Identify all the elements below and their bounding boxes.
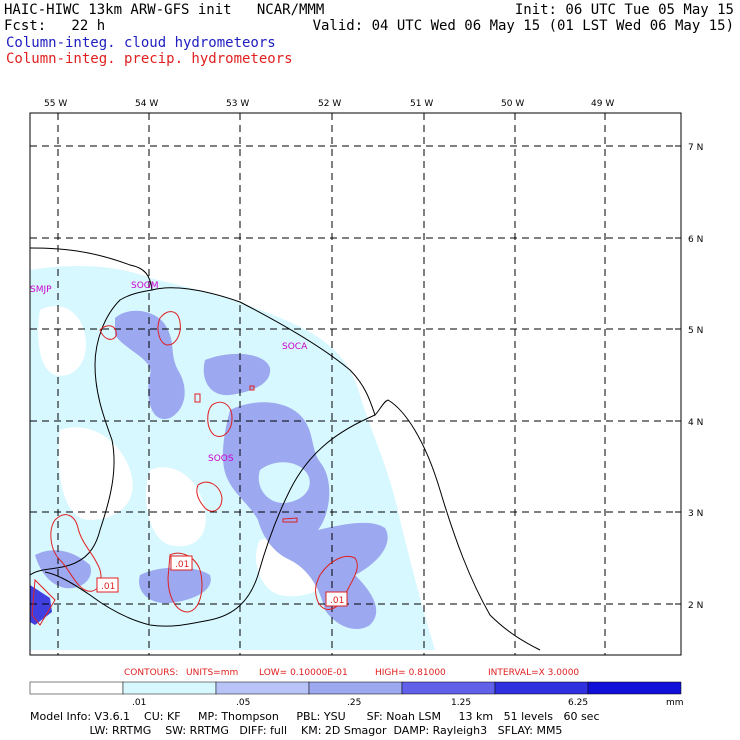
colorbar-label: .25: [347, 698, 361, 708]
colorbar-swatch: [215, 681, 310, 695]
lat-label: 3 N: [688, 509, 703, 519]
contours-caption: CONTOURS:: [124, 668, 178, 678]
lon-label: 55 W: [44, 99, 67, 109]
contour-info: CONTOURS: UNITS=mm LOW= 0.10000E-01 HIGH…: [124, 668, 579, 678]
station-label: SOOS: [208, 454, 234, 464]
latitude-labels: 7 N 6 N 5 N 4 N 3 N 2 N: [688, 143, 703, 611]
contour-value-labels: .01 .01 .01: [96, 555, 348, 607]
station-label: SOCA: [282, 342, 308, 352]
cloud-mid-area: [222, 402, 388, 630]
field-title-precip: Column-integ. precip. hydrometeors: [6, 51, 293, 67]
lat-label: 7 N: [688, 143, 703, 153]
units-caption: UNITS=mm: [186, 668, 238, 678]
init-time: Init: 06 UTC Tue 05 May 15: [514, 2, 734, 18]
cloud-light-area: [38, 306, 86, 376]
cloud-mid-area: [35, 550, 91, 589]
map-frame: [29, 112, 682, 656]
cloud-light-area: [258, 462, 310, 503]
lat-label: 2 N: [688, 601, 703, 611]
model-title: HAIC-HIWC 13km ARW-GFS init NCAR/MMM: [4, 2, 325, 18]
contour-label: .01: [175, 560, 189, 570]
colorbar-swatch: [122, 681, 217, 695]
field-title-cloud: Column-integ. cloud hydrometeors: [6, 35, 276, 51]
colorbar-labels: .01 .05 .25 1.25 6.25 mm: [132, 698, 684, 708]
interval-caption: INTERVAL=X 3.0000: [488, 668, 579, 678]
hydrometeor-field: [30, 266, 435, 650]
lat-label: 6 N: [688, 235, 703, 245]
cloud-light-area: [146, 467, 206, 547]
contour-label: .01: [101, 582, 115, 592]
colorbar-swatch: [29, 681, 124, 695]
lon-label: 53 W: [226, 99, 249, 109]
high-caption: HIGH= 0.81000: [375, 668, 446, 678]
colorbar-swatch: [308, 681, 403, 695]
lon-label: 50 W: [501, 99, 524, 109]
lat-label: 5 N: [688, 326, 703, 336]
colorbar-label: .05: [236, 698, 250, 708]
forecast-hour: Fcst: 22 h: [4, 18, 106, 34]
cloud-mid-area: [203, 353, 271, 396]
colorbar-unit: mm: [666, 698, 684, 708]
station-label: SOGM: [131, 281, 159, 291]
lon-label: 49 W: [591, 99, 614, 109]
colorbar-label: 1.25: [451, 698, 471, 708]
model-info-line2: LW: RRTMG SW: RRTMG DIFF: full KM: 2D Sm…: [30, 724, 563, 737]
axis-ticks: [57, 113, 681, 605]
longitude-labels: 55 W 54 W 53 W 52 W 51 W 50 W 49 W: [44, 99, 614, 109]
cloud-mid-area: [115, 310, 185, 420]
colorbar: [29, 681, 682, 695]
low-caption: LOW= 0.10000E-01: [259, 668, 348, 678]
valid-time: Valid: 04 UTC Wed 06 May 15 (01 LST Wed …: [312, 18, 734, 34]
colorbar-label: 6.25: [568, 698, 588, 708]
colorbar-swatch: [587, 681, 682, 695]
contour-label: .01: [330, 596, 344, 606]
lon-label: 51 W: [410, 99, 433, 109]
coastline: [30, 247, 541, 651]
cloud-mid-area: [139, 567, 211, 604]
station-labels: SMJP SOGM SOCA SOOS: [30, 281, 308, 464]
colorbar-swatch: [494, 681, 589, 695]
model-info-line1: Model Info: V3.6.1 CU: KF MP: Thompson P…: [30, 710, 600, 723]
colorbar-swatch: [401, 681, 496, 695]
station-label: SMJP: [30, 285, 52, 295]
lat-label: 4 N: [688, 418, 703, 428]
cloud-light-area: [58, 427, 133, 520]
colorbar-label: .01: [132, 698, 146, 708]
lon-label: 54 W: [135, 99, 158, 109]
lon-label: 52 W: [318, 99, 341, 109]
lat-lon-grid: [30, 113, 681, 655]
